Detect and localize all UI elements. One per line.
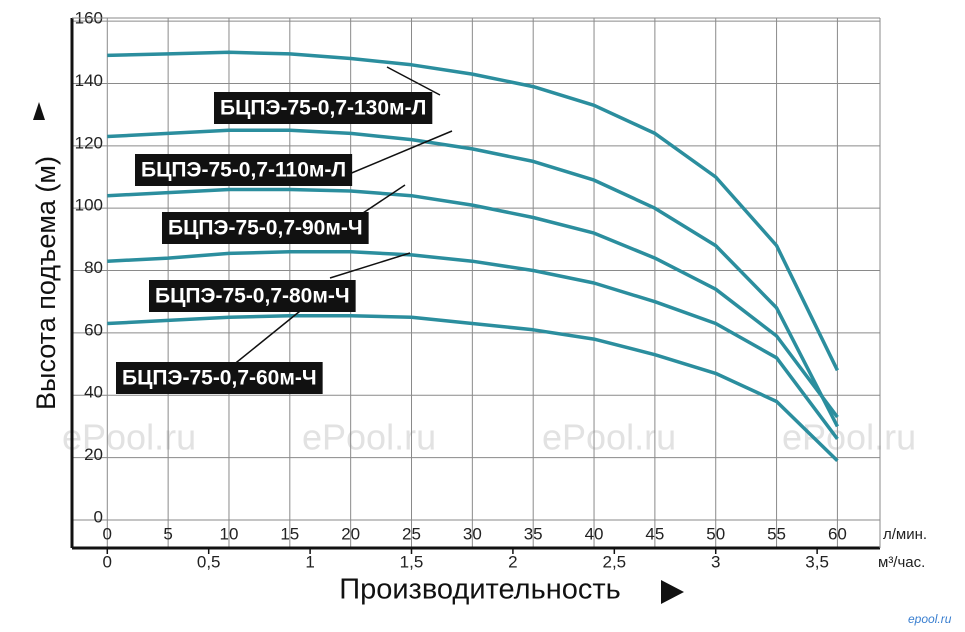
curve	[107, 313, 839, 462]
legend-box	[162, 212, 369, 244]
y-tick-label: 20	[84, 445, 103, 464]
leader-line	[386, 66, 441, 96]
watermark: ePool.ru	[302, 417, 436, 458]
watermark: ePool.ru	[62, 417, 196, 458]
legend-label: БЦПЭ-75-0,7-80м-Ч	[155, 285, 350, 308]
x2-tick-label: 0,5	[197, 552, 221, 571]
y-tick-label: 60	[84, 320, 103, 339]
y-arrow	[33, 102, 45, 120]
x-tick-label: 20	[341, 524, 360, 543]
x2-tick-label: 3	[711, 552, 720, 571]
curve	[107, 187, 839, 419]
x-tick-label: 15	[280, 524, 299, 543]
y-tick-label: 100	[75, 196, 103, 215]
x2-tick-label: 3,5	[805, 552, 829, 571]
x-axis-title: Производительность	[339, 574, 620, 606]
legend-box	[149, 280, 356, 312]
logo: epool.ru	[908, 612, 952, 626]
x2-tick-label: 2,5	[602, 552, 626, 571]
x-tick-label: 35	[524, 524, 543, 543]
y-tick-label: 40	[84, 383, 103, 402]
y-tick-label: 120	[75, 133, 103, 152]
x2-unit: м³/час.	[878, 554, 925, 571]
x-arrow	[661, 580, 684, 604]
y-axis-label: Высота подъема (м)	[31, 156, 61, 410]
x-tick-label: 60	[828, 524, 847, 543]
legend-label: БЦПЭ-75-0,7-60м-Ч	[122, 367, 317, 390]
curve	[107, 50, 839, 372]
x-tick-label: 45	[645, 524, 664, 543]
curve	[107, 250, 839, 440]
x-tick-label: 25	[402, 524, 421, 543]
x2-tick-label: 1,5	[400, 552, 424, 571]
legend-label: БЦПЭ-75-0,7-110м-Л	[141, 159, 346, 182]
x2-tick-label: 1	[305, 552, 314, 571]
legend-box	[214, 92, 433, 124]
x-tick-label: 40	[585, 524, 604, 543]
x-tick-label: 0	[103, 524, 112, 543]
leader-line	[329, 252, 411, 279]
curve	[107, 128, 839, 428]
watermark: ePool.ru	[542, 417, 676, 458]
legend-box	[135, 154, 353, 186]
watermark: ePool.ru	[782, 417, 916, 458]
x-tick-label: 50	[706, 524, 725, 543]
x2-tick-label: 2	[508, 552, 517, 571]
x2-tick-label: 0	[103, 552, 112, 571]
y-tick-label: 0	[94, 507, 103, 526]
leader-line	[359, 184, 406, 216]
x-tick-label: 5	[163, 524, 172, 543]
x-tick-label: 55	[767, 524, 786, 543]
x-tick-label: 30	[463, 524, 482, 543]
leader-line	[231, 302, 311, 367]
y-tick-label: 140	[75, 71, 103, 90]
legend-box	[116, 362, 323, 394]
legend-label: БЦПЭ-75-0,7-90м-Ч	[168, 217, 363, 240]
legend-label: БЦПЭ-75-0,7-130м-Л	[220, 97, 426, 120]
x-tick-label: 10	[220, 524, 239, 543]
y-tick-label: 80	[84, 258, 103, 277]
x-unit: л/мин.	[883, 526, 927, 543]
